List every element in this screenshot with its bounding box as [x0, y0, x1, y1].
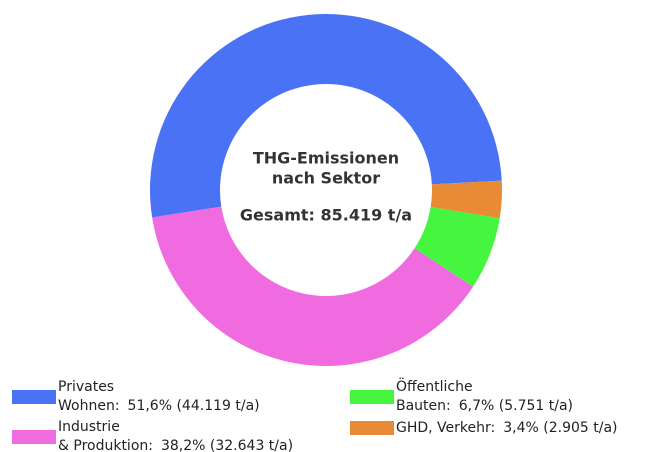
legend-swatch [12, 390, 56, 404]
chart-subtitle: Gesamt: 85.419 t/a [240, 206, 412, 225]
chart-title: THG-Emissionen [253, 149, 399, 168]
chart-title: nach Sektor [272, 169, 380, 188]
legend-swatch [350, 390, 394, 404]
legend-label: Bauten: 6,7% (5.751 t/a) [396, 398, 573, 414]
legend-name: & Produktion: [58, 438, 153, 452]
legend-label: Privates [58, 379, 114, 395]
legend-name: GHD, Verkehr: [396, 420, 495, 436]
legend-name: Privates [58, 379, 114, 395]
legend-label: GHD, Verkehr: 3,4% (2.905 t/a) [396, 420, 618, 436]
legend-name: Bauten: [396, 398, 451, 414]
donut-segment [430, 180, 503, 219]
legend-name: Öffentliche [396, 377, 473, 395]
legend-label: Öffentliche [396, 377, 473, 395]
legend-label: & Produktion: 38,2% (32.643 t/a) [58, 438, 293, 452]
donut-segment [414, 206, 500, 287]
legend-swatch [350, 421, 394, 435]
legend-swatch [12, 430, 56, 444]
donut-segment [152, 206, 474, 367]
legend-label: Industrie [58, 419, 120, 435]
donut-segment [150, 14, 502, 218]
legend-value: 38,2% (32.643 t/a) [161, 438, 293, 452]
legend-name: Wohnen: [58, 398, 120, 414]
legend-value: 6,7% (5.751 t/a) [459, 398, 573, 414]
legend-value: 3,4% (2.905 t/a) [503, 420, 617, 436]
legend-value: 51,6% (44.119 t/a) [128, 398, 260, 414]
legend-label: Wohnen: 51,6% (44.119 t/a) [58, 398, 260, 414]
legend-name: Industrie [58, 419, 120, 435]
